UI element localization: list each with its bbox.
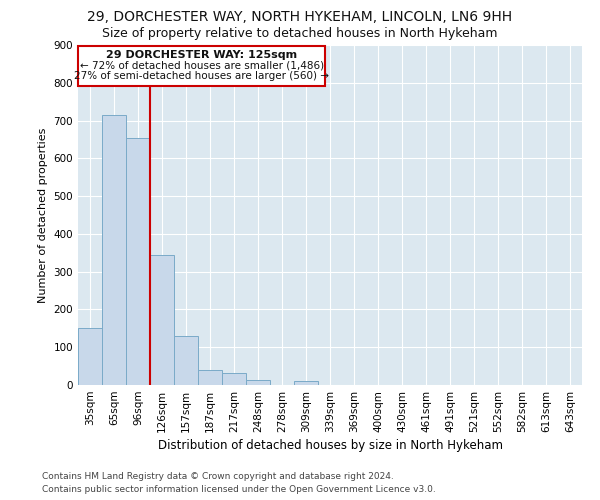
Bar (102, 115, 126, 385)
Y-axis label: Number of detached properties: Number of detached properties (38, 128, 48, 302)
Text: Size of property relative to detached houses in North Hykeham: Size of property relative to detached ho… (102, 28, 498, 40)
X-axis label: Distribution of detached houses by size in North Hykeham: Distribution of detached houses by size … (157, 439, 503, 452)
Bar (294, 381, 318, 385)
Text: Contains public sector information licensed under the Open Government Licence v3: Contains public sector information licen… (42, 485, 436, 494)
Text: 29 DORCHESTER WAY: 125sqm: 29 DORCHESTER WAY: 125sqm (106, 50, 298, 60)
Bar (78, 328, 102, 385)
Text: 29, DORCHESTER WAY, NORTH HYKEHAM, LINCOLN, LN6 9HH: 29, DORCHESTER WAY, NORTH HYKEHAM, LINCO… (88, 10, 512, 24)
Text: Contains HM Land Registry data © Crown copyright and database right 2024.: Contains HM Land Registry data © Crown c… (42, 472, 394, 481)
Bar (246, 380, 270, 385)
Bar (222, 372, 246, 385)
Bar (150, 256, 174, 385)
FancyBboxPatch shape (79, 46, 325, 86)
Bar (198, 370, 222, 385)
Text: 27% of semi-detached houses are larger (560) →: 27% of semi-detached houses are larger (… (74, 70, 329, 81)
Bar (126, 138, 150, 385)
Text: ← 72% of detached houses are smaller (1,486): ← 72% of detached houses are smaller (1,… (80, 61, 324, 71)
Bar (174, 336, 198, 385)
